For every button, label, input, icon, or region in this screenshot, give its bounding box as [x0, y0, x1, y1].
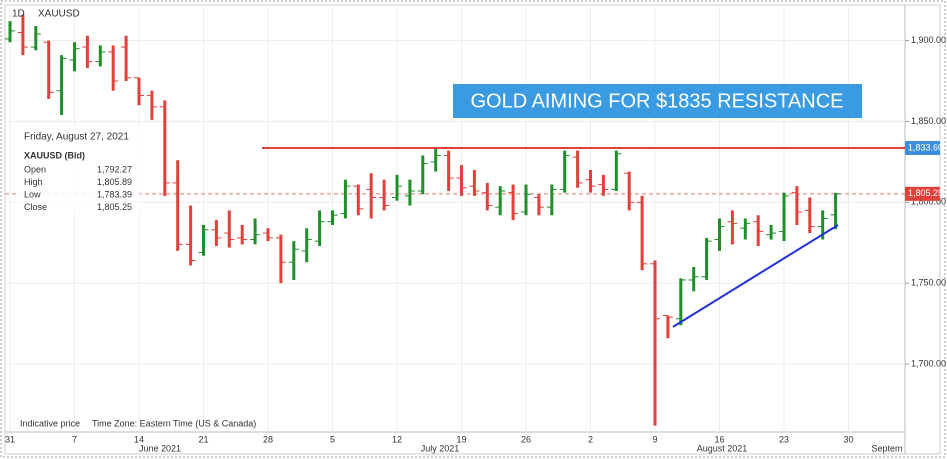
footer-timezone: Time Zone: Eastern Time (US & Canada) [92, 418, 256, 428]
info-label: Low [24, 189, 41, 199]
trendline [672, 224, 839, 328]
month-label: July 2021 [421, 443, 460, 453]
x-tick-label: 31 [5, 434, 15, 444]
x-tick-label: 30 [843, 434, 853, 444]
x-tick-label: 21 [198, 434, 208, 444]
x-tick-label: 16 [714, 434, 724, 444]
interval: 1D [12, 9, 25, 20]
info-date: Friday, August 27, 2021 [24, 132, 129, 143]
x-tick-label: 9 [652, 434, 657, 444]
info-symbol: XAUUSD (Bid) [24, 150, 85, 160]
month-label: August 2021 [697, 443, 748, 453]
last-price-label-box [905, 186, 940, 201]
y-tick-label: 1,900.00 [911, 35, 946, 45]
x-tick-label: 28 [263, 434, 273, 444]
info-label: Close [24, 202, 47, 212]
info-value: 1,792.27 [97, 164, 132, 174]
x-tick-label: 2 [588, 434, 593, 444]
y-tick-label: 1,850.00 [911, 116, 946, 126]
x-tick-label: 14 [134, 434, 144, 444]
y-tick-label: 1,750.00 [911, 278, 946, 288]
x-tick-label: 19 [456, 434, 466, 444]
x-tick-label: 23 [779, 434, 789, 444]
info-value: 1,783.39 [97, 189, 132, 199]
info-label: Open [24, 164, 46, 174]
headline: GOLD AIMING FOR $1835 RESISTANCE [470, 90, 843, 112]
info-value: 1,805.89 [97, 177, 132, 187]
symbol: XAUUSD [38, 9, 80, 20]
y-tick-label: 1,700.00 [911, 358, 946, 368]
resistance-label: 1,833.60 [908, 142, 943, 152]
info-panel [18, 126, 140, 214]
info-value: 1,805.25 [97, 202, 132, 212]
x-tick-label: 12 [392, 434, 402, 444]
x-tick-label: 7 [72, 434, 77, 444]
chart-border [4, 4, 941, 455]
x-tick-label: 5 [330, 434, 335, 444]
x-tick-label: 26 [521, 434, 531, 444]
headline-box [453, 84, 862, 118]
info-label: High [24, 177, 43, 187]
month-label: Septem [871, 443, 902, 453]
resistance-label-box [905, 140, 940, 155]
last-price-label: 1,805.25 [908, 188, 943, 198]
footer-note: Indicative price [20, 418, 80, 428]
y-tick-label: 1,800.00 [911, 197, 946, 207]
month-label: June 2021 [139, 443, 181, 453]
